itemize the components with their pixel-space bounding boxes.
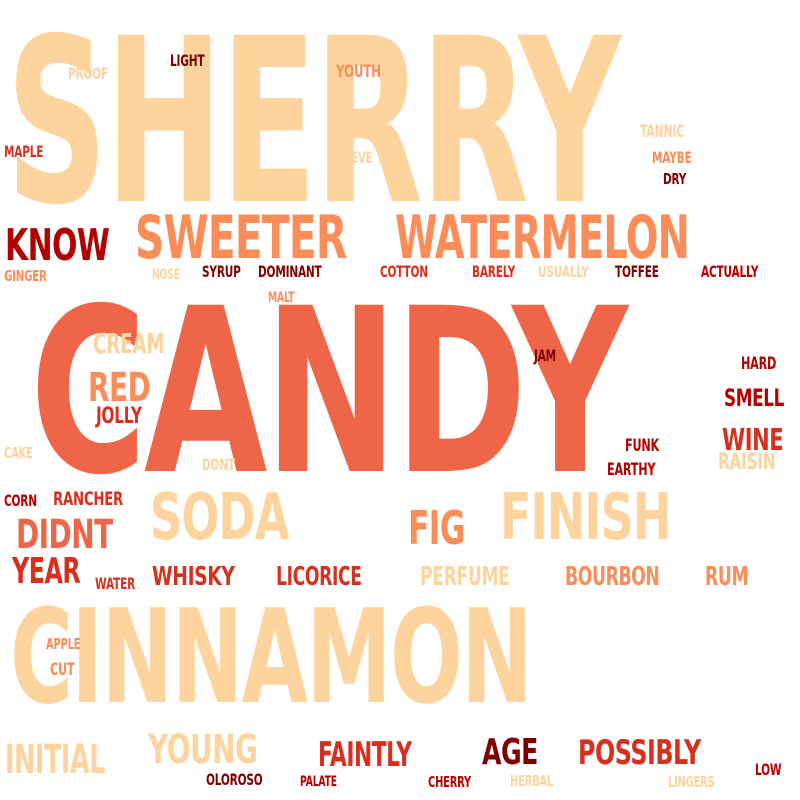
- word-wine: WINE: [722, 423, 784, 458]
- word-bourbon: BOURBON: [565, 562, 660, 592]
- word-maple: MAPLE: [4, 142, 44, 161]
- word-raisin: RAISIN: [718, 450, 776, 475]
- word-age: AGE: [482, 732, 538, 773]
- word-water: WATER: [95, 574, 136, 593]
- word-malt: MALT: [268, 290, 295, 306]
- word-faintly: FAINTLY: [318, 735, 412, 775]
- word-soda: SODA: [150, 481, 290, 555]
- word-lingers: LINGERS: [668, 773, 715, 791]
- word-licorice: LICORICE: [276, 562, 362, 592]
- word-barely: BARELY: [472, 262, 516, 281]
- word-cinnamon: CINNAMON: [10, 581, 533, 733]
- word-initial: INITIAL: [5, 737, 106, 783]
- word-funk: FUNK: [625, 436, 659, 456]
- word-didnt: DIDNT: [16, 512, 113, 558]
- word-cake: CAKE: [4, 444, 33, 462]
- word-nose: NOSE: [152, 267, 180, 283]
- word-light: LIGHT: [170, 51, 205, 70]
- word-ginger: GINGER: [4, 267, 47, 285]
- word-palate: PALATE: [300, 774, 337, 790]
- word-dont: DONT: [202, 455, 235, 474]
- word-dominant: DOMINANT: [258, 262, 322, 281]
- word-sherry: SHERRY: [6, 0, 621, 255]
- word-tannic: TANNIC: [640, 122, 684, 142]
- word-know: KNOW: [5, 220, 110, 271]
- word-perfume: PERFUME: [420, 562, 510, 592]
- word-cream: CREAM: [93, 327, 165, 360]
- word-herbal: HERBAL: [510, 772, 554, 790]
- word-finish: FINISH: [500, 481, 671, 555]
- word-toffee: TOFFEE: [615, 262, 659, 281]
- word-actually: ACTUALLY: [701, 262, 759, 281]
- word-fig: FIG: [408, 501, 465, 555]
- word-whisky: WHISKY: [152, 562, 235, 592]
- word-jolly: JOLLY: [96, 404, 142, 429]
- word-jam: JAM: [534, 346, 556, 365]
- word-apple: APPLE: [46, 635, 81, 653]
- word-hard: HARD: [741, 354, 777, 374]
- word-young: YOUNG: [148, 727, 258, 773]
- word-proof: PROOF: [68, 64, 108, 83]
- word-rancher: RANCHER: [53, 488, 124, 510]
- word-oloroso: OLOROSO: [206, 770, 263, 789]
- word-cherry: CHERRY: [428, 773, 472, 791]
- word-earthy: EARTHY: [607, 460, 656, 480]
- word-usually: USUALLY: [538, 262, 589, 281]
- word-low: LOW: [755, 760, 782, 779]
- word-sweeter: SWEETER: [135, 203, 347, 273]
- word-possibly: POSSIBLY: [578, 733, 701, 773]
- word-year: YEAR: [12, 551, 81, 592]
- word-red: RED: [88, 365, 151, 411]
- word-youth: YOUTH: [336, 62, 381, 82]
- word-candy: CANDY: [30, 259, 628, 525]
- word-dry: DRY: [663, 170, 687, 188]
- word-cotton: COTTON: [380, 262, 428, 281]
- word-corn: CORN: [4, 491, 37, 510]
- word-smell: SMELL: [724, 384, 785, 412]
- word-watermelon: WATERMELON: [395, 203, 690, 273]
- word-syrup: SYRUP: [202, 262, 241, 281]
- word-maybe: MAYBE: [652, 148, 692, 167]
- word-rum: RUM: [705, 562, 749, 592]
- word-cut: CUT: [50, 660, 75, 680]
- word-believe: BELIEVE: [328, 148, 373, 167]
